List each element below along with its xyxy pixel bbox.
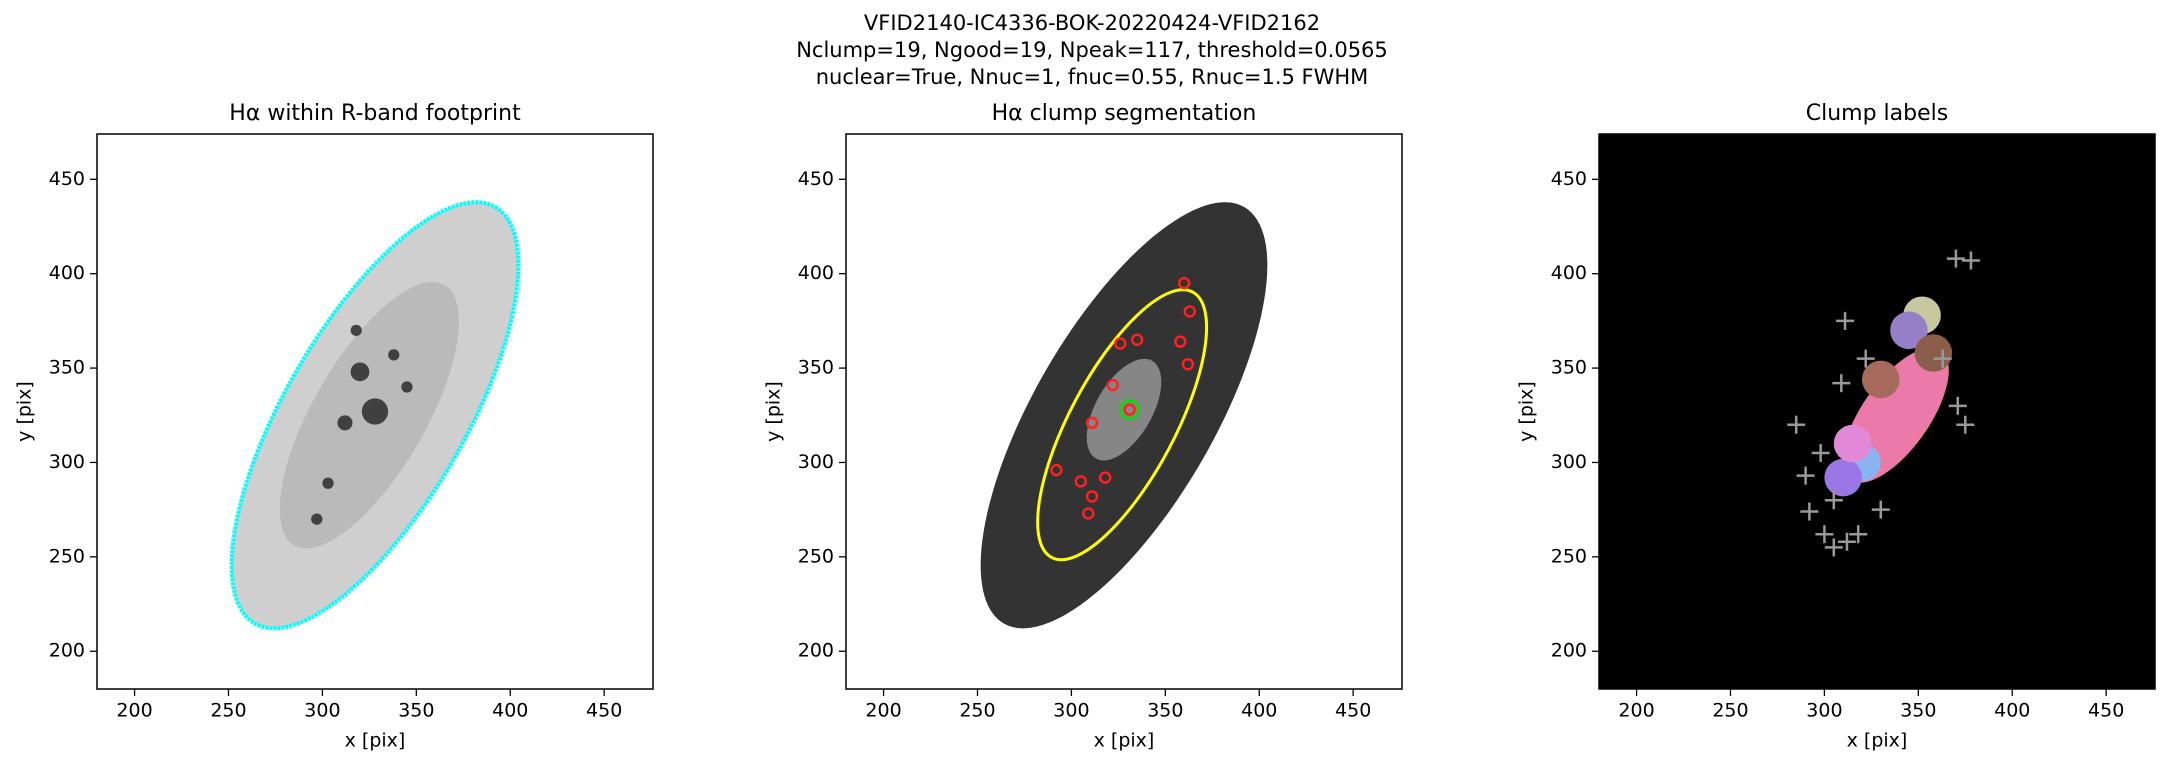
y-tick-label: 200 bbox=[49, 640, 85, 662]
blob bbox=[361, 398, 389, 425]
x-tick-label: 300 bbox=[1053, 700, 1089, 722]
x-tick-label: 200 bbox=[1618, 700, 1654, 722]
peak bbox=[1085, 416, 1099, 430]
blob bbox=[401, 381, 413, 393]
y-tick-label: 400 bbox=[1551, 262, 1587, 284]
x-axis-label: x [pix] bbox=[1094, 730, 1155, 752]
blob bbox=[350, 324, 362, 336]
peak bbox=[1085, 490, 1099, 503]
blob bbox=[337, 415, 353, 431]
axes-frame bbox=[1598, 133, 2156, 690]
x-tick-label: 400 bbox=[1994, 700, 2030, 722]
panel bbox=[229, 200, 521, 631]
y-axis-label: y [pix] bbox=[763, 381, 785, 442]
peak bbox=[1181, 358, 1195, 371]
x-tick-label: 200 bbox=[116, 700, 152, 722]
clump bbox=[1824, 458, 1862, 497]
y-tick-label: 300 bbox=[49, 451, 85, 473]
panel bbox=[1599, 134, 2155, 689]
suptitle: nuclear=True, Nnuc=1, fnuc=0.55, Rnuc=1.… bbox=[816, 65, 1369, 89]
x-tick-label: 250 bbox=[210, 700, 246, 722]
blob bbox=[350, 362, 370, 382]
x-tick-label: 400 bbox=[1241, 700, 1277, 722]
y-tick-label: 350 bbox=[798, 357, 834, 379]
panel-title: Hα within R-band footprint bbox=[229, 101, 521, 126]
x-tick-label: 250 bbox=[959, 700, 995, 722]
y-tick-label: 450 bbox=[1551, 168, 1587, 190]
blob bbox=[388, 349, 400, 361]
x-tick-label: 300 bbox=[1806, 700, 1842, 722]
y-tick-label: 400 bbox=[49, 262, 85, 284]
suptitle: Nclump=19, Ngood=19, Npeak=117, threshol… bbox=[796, 38, 1388, 62]
clump bbox=[1833, 424, 1872, 463]
y-tick-label: 400 bbox=[798, 262, 834, 284]
peak bbox=[1174, 335, 1187, 348]
peak bbox=[1177, 276, 1191, 290]
x-tick-label: 350 bbox=[398, 700, 434, 722]
y-tick-label: 200 bbox=[798, 640, 834, 662]
y-axis-label: y [pix] bbox=[14, 381, 36, 442]
peak bbox=[1082, 507, 1095, 520]
y-tick-label: 350 bbox=[49, 357, 85, 379]
x-tick-label: 450 bbox=[586, 700, 622, 722]
panel-title: Clump labels bbox=[1806, 101, 1948, 126]
x-tick-label: 450 bbox=[2088, 700, 2124, 722]
x-tick-label: 350 bbox=[1147, 700, 1183, 722]
y-tick-label: 300 bbox=[798, 451, 834, 473]
nucleus bbox=[1119, 399, 1140, 420]
x-tick-label: 450 bbox=[1335, 700, 1371, 722]
x-tick-label: 200 bbox=[865, 700, 901, 722]
blob bbox=[311, 513, 323, 525]
y-tick-label: 250 bbox=[798, 545, 834, 567]
peak bbox=[1074, 475, 1088, 488]
clump bbox=[1890, 311, 1928, 350]
peak bbox=[1113, 337, 1127, 350]
y-tick-label: 450 bbox=[49, 168, 85, 190]
y-tick-label: 250 bbox=[1551, 545, 1587, 567]
x-axis-label: x [pix] bbox=[1847, 730, 1908, 752]
y-axis-label: y [pix] bbox=[1516, 381, 1538, 442]
peak bbox=[1123, 403, 1136, 416]
x-tick-label: 400 bbox=[492, 700, 528, 722]
peak bbox=[1098, 471, 1112, 484]
contour bbox=[1036, 288, 1209, 562]
y-tick-label: 300 bbox=[1551, 451, 1587, 473]
y-tick-label: 200 bbox=[1551, 640, 1587, 662]
peak bbox=[1106, 378, 1119, 392]
axes-frame bbox=[96, 133, 654, 690]
y-tick-label: 250 bbox=[49, 545, 85, 567]
x-tick-label: 350 bbox=[1900, 700, 1936, 722]
suptitle: VFID2140-IC4336-BOK-20220424-VFID2162 bbox=[864, 11, 1320, 35]
clump bbox=[1914, 334, 1953, 372]
y-tick-label: 450 bbox=[798, 168, 834, 190]
axes-frame bbox=[845, 133, 1403, 690]
peak bbox=[1183, 305, 1196, 318]
panel-title: Hα clump segmentation bbox=[992, 101, 1257, 126]
blob bbox=[322, 477, 334, 489]
x-tick-label: 250 bbox=[1712, 700, 1748, 722]
y-tick-label: 350 bbox=[1551, 357, 1587, 379]
peak bbox=[1050, 463, 1063, 477]
x-tick-label: 300 bbox=[304, 700, 340, 722]
peak bbox=[1130, 333, 1144, 347]
clump bbox=[1861, 360, 1900, 399]
panel bbox=[980, 202, 1268, 629]
x-axis-label: x [pix] bbox=[345, 730, 406, 752]
